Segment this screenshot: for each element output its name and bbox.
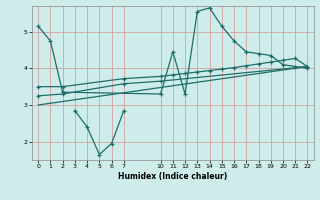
X-axis label: Humidex (Indice chaleur): Humidex (Indice chaleur) — [118, 172, 228, 181]
